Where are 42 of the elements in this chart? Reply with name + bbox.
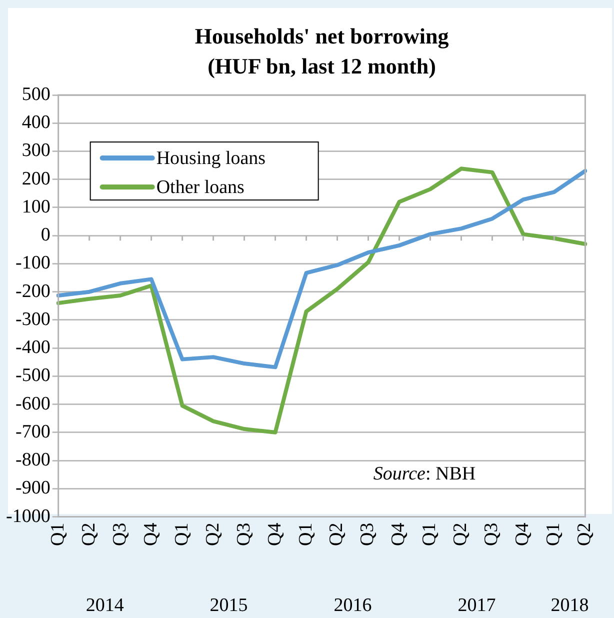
x-tick-label: Q2 <box>326 522 348 546</box>
x-tick-label: Q4 <box>140 522 162 546</box>
x-tick-label: Q2 <box>202 522 224 546</box>
x-tick-label: Q2 <box>574 522 596 546</box>
y-tick-label: -200 <box>16 280 50 302</box>
x-tick-label: Q4 <box>512 522 534 546</box>
x-tick-label: Q3 <box>233 522 254 546</box>
text: 2018 <box>550 594 589 616</box>
legend-label: Housing loans <box>156 148 266 169</box>
y-tick-label: -300 <box>16 308 50 330</box>
y-tick-label: -700 <box>16 421 50 442</box>
chart-subtitle: (HUF bn, last 12 month) <box>208 54 436 79</box>
x-tick-label: Q3 <box>481 522 502 546</box>
x-tick-label: Q1 <box>543 522 564 546</box>
y-tick-label: -800 <box>16 450 50 471</box>
text: 2014 <box>86 594 124 616</box>
x-tick-label: Q3 <box>109 522 130 546</box>
x-tick-label: Q1 <box>295 522 316 546</box>
y-tick-label: -600 <box>16 393 50 414</box>
x-tick-label: Q2 <box>78 522 100 546</box>
y-tick-label: -900 <box>16 478 50 499</box>
legend-label: Other loans <box>156 176 244 198</box>
text: 2016 <box>334 594 372 616</box>
x-tick-label: Q2 <box>450 522 472 546</box>
y-tick-label: 200 <box>22 168 50 190</box>
text: 2015 <box>210 594 248 616</box>
x-tick-label: Q3 <box>357 522 378 546</box>
y-tick-label: 100 <box>22 196 50 218</box>
text: 2017 <box>458 594 496 616</box>
annotation: Source: NBH <box>373 464 476 485</box>
y-tick-label: 0 <box>40 224 50 246</box>
y-tick-label: 500 <box>22 84 50 105</box>
x-tick-label: Q1 <box>171 522 192 546</box>
x-tick-label: Q4 <box>264 522 286 546</box>
y-tick-label: 300 <box>22 140 50 162</box>
y-tick-label: 400 <box>22 112 50 134</box>
x-tick-label: Q4 <box>388 522 410 546</box>
y-tick-label: -500 <box>16 365 50 386</box>
x-tick-label: Q1 <box>419 522 440 546</box>
chart-title: Households' net borrowing <box>194 24 449 49</box>
y-tick-label: -400 <box>16 337 50 358</box>
y-tick-label: -100 <box>16 252 50 274</box>
